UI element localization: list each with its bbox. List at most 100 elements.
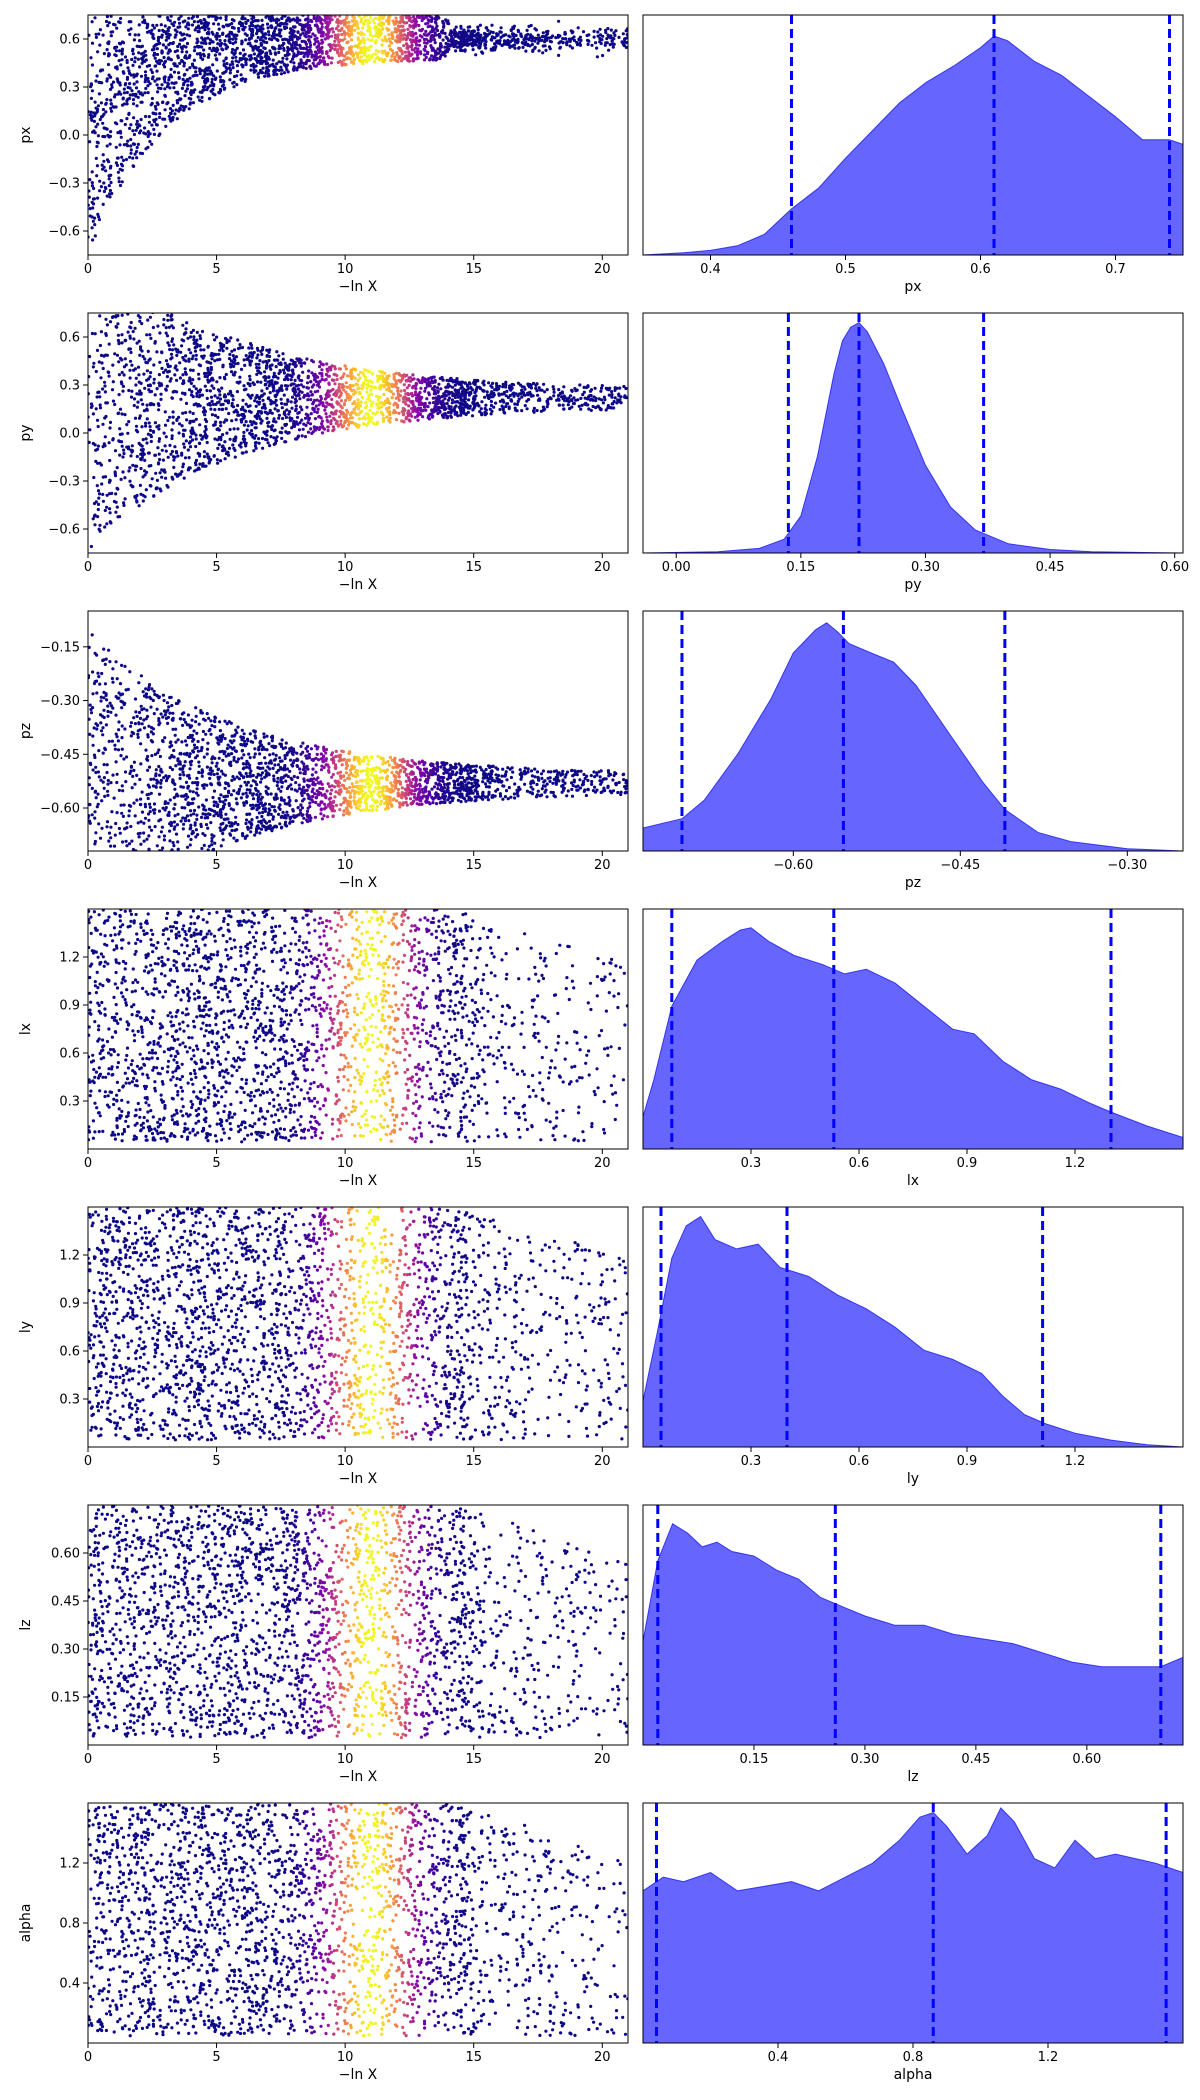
y-tick-label: 1.2 (59, 1249, 80, 1264)
scatter-points (88, 313, 628, 549)
x-tick-label: 0.45 (1036, 560, 1065, 575)
axes-frame (87, 1206, 629, 1448)
density-panel-px: 0.4 0.5 0.6 0.7 px (642, 14, 1184, 295)
x-axis-label: px (904, 279, 921, 295)
x-tick-label: 5 (212, 858, 220, 873)
x-tick-label: 0.7 (1105, 262, 1126, 277)
x-tick-label: 20 (594, 262, 611, 277)
y-tick-label: −0.30 (40, 694, 80, 709)
x-axis-label: −ln X (339, 2067, 378, 2083)
x-axis-label: pz (905, 875, 921, 891)
x-tick-label: 15 (465, 1156, 482, 1171)
x-tick-label: 5 (212, 1156, 220, 1171)
x-tick-label: 0.6 (970, 262, 991, 277)
y-tick-label: 0.9 (59, 1297, 80, 1312)
x-tick-label: 20 (594, 2050, 611, 2065)
x-tick-label: 1.2 (1065, 1156, 1086, 1171)
x-tick-label: 0.3 (741, 1156, 762, 1171)
x-axis-label: −ln X (339, 1471, 378, 1487)
x-tick-label: 0.8 (903, 2050, 924, 2065)
x-tick-label: 20 (594, 560, 611, 575)
density-panel-lx: 0.3 0.6 0.9 1.2 lx (642, 908, 1184, 1189)
axes-frame (87, 610, 629, 852)
x-tick-label: 0.15 (786, 560, 815, 575)
y-tick-label: −0.3 (48, 177, 80, 192)
density-panel-pz: −0.60 −0.45 −0.30 pz (642, 610, 1184, 891)
x-tick-label: 10 (337, 1454, 354, 1469)
axes-frame (642, 908, 1184, 1150)
x-tick-label: 0.30 (850, 1752, 879, 1767)
density-area (642, 35, 1184, 256)
y-tick-label: −0.45 (40, 748, 80, 763)
axes-frame (642, 1504, 1184, 1746)
x-tick-label: 1.2 (1065, 1454, 1086, 1469)
x-tick-label: 0.00 (662, 560, 691, 575)
x-tick-label: 0.60 (1072, 1752, 1101, 1767)
axes-frame (87, 908, 629, 1150)
x-tick-label: 0.6 (849, 1156, 870, 1171)
x-axis-label: alpha (894, 2067, 933, 2083)
x-tick-label: 15 (465, 1454, 482, 1469)
x-tick-label: 20 (594, 1156, 611, 1171)
y-tick-label: 0.60 (51, 1547, 80, 1562)
density-area (642, 321, 1184, 554)
x-axis-label: lx (907, 1173, 919, 1189)
axes-frame (87, 1504, 629, 1746)
scatter-points (88, 633, 628, 851)
density-area (642, 1523, 1184, 1746)
scatter-panel-lx: 0 5 10 15 20 0.3 0.6 0.9 1.2 −ln X lx (18, 908, 629, 1189)
x-axis-label: lz (907, 1769, 918, 1785)
x-tick-label: 15 (465, 262, 482, 277)
x-tick-label: 5 (212, 560, 220, 575)
y-axis-label: py (18, 424, 34, 441)
x-axis-label: −ln X (339, 577, 378, 593)
y-tick-label: 0.0 (59, 427, 80, 442)
y-tick-label: −0.15 (40, 640, 80, 655)
x-tick-label: 15 (465, 1752, 482, 1767)
scatter-panel-lz: 0 5 10 15 20 0.15 0.30 0.45 0.60 −ln X lz (18, 1504, 629, 1785)
y-tick-label: 0.4 (59, 1977, 80, 1992)
x-tick-label: 0 (84, 858, 92, 873)
x-tick-label: 15 (465, 560, 482, 575)
x-tick-label: 0.45 (961, 1752, 990, 1767)
x-tick-label: 20 (594, 1752, 611, 1767)
x-tick-label: 5 (212, 1752, 220, 1767)
x-axis-label: ly (907, 1471, 919, 1487)
y-tick-label: 0.15 (51, 1691, 80, 1706)
density-area (642, 1215, 1184, 1448)
scatter-panel-ly: 0 5 10 15 20 0.3 0.6 0.9 1.2 −ln X ly (18, 1206, 629, 1487)
scatter-panel-px: 0 5 10 15 20 −0.6 −0.3 0.0 0.3 0.6 −ln X px (18, 14, 629, 295)
x-tick-label: 0 (84, 1156, 92, 1171)
scatter-panel-py: 0 5 10 15 20 −0.6 −0.3 0.0 0.3 0.6 −ln X py (18, 312, 629, 593)
density-panel-py: 0.00 0.15 0.30 0.45 0.60 py (642, 312, 1189, 593)
x-tick-label: 20 (594, 1454, 611, 1469)
x-tick-label: 0.9 (957, 1454, 978, 1469)
x-tick-label: 0 (84, 560, 92, 575)
scatter-points (88, 909, 628, 1144)
axes-frame (642, 14, 1184, 256)
x-tick-label: 10 (337, 1156, 354, 1171)
y-tick-label: 0.3 (59, 1095, 80, 1110)
x-tick-label: 15 (465, 2050, 482, 2065)
y-tick-label: 0.9 (59, 999, 80, 1014)
scatter-panel-pz: 0 5 10 15 20 −0.60 −0.45 −0.30 −0.15 −ln X pz (18, 610, 629, 891)
x-tick-label: 5 (212, 1454, 220, 1469)
x-tick-label: −0.30 (1107, 858, 1147, 873)
y-tick-label: 0.6 (59, 1345, 80, 1360)
x-tick-label: 15 (465, 858, 482, 873)
y-tick-label: 1.2 (59, 1857, 80, 1872)
y-axis-label: alpha (18, 1904, 34, 1943)
y-tick-label: 0.3 (59, 379, 80, 394)
y-tick-label: −0.60 (40, 802, 80, 817)
density-panel-alpha: 0.4 0.8 1.2 alpha (642, 1802, 1184, 2083)
x-tick-label: 0.3 (741, 1454, 762, 1469)
y-tick-label: −0.3 (48, 475, 80, 490)
x-tick-label: 1.2 (1038, 2050, 1059, 2065)
axes-frame (642, 1206, 1184, 1448)
x-tick-label: 0.30 (911, 560, 940, 575)
x-axis-label: −ln X (339, 1769, 378, 1785)
axes-frame (642, 610, 1184, 852)
y-tick-label: 0.3 (59, 1393, 80, 1408)
y-axis-label: lx (18, 1023, 34, 1035)
